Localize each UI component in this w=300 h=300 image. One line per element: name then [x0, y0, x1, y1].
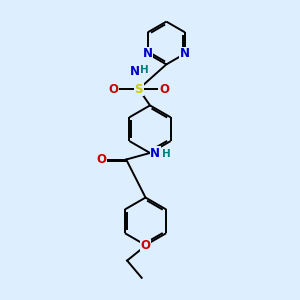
Text: N: N	[150, 147, 160, 160]
Text: O: O	[140, 239, 151, 252]
Text: O: O	[108, 82, 118, 96]
Text: H: H	[140, 65, 149, 75]
Text: S: S	[134, 82, 143, 96]
Text: O: O	[159, 82, 169, 96]
Text: N: N	[130, 65, 140, 78]
Text: N: N	[180, 47, 190, 60]
Text: H: H	[162, 148, 171, 159]
Text: N: N	[143, 47, 153, 60]
Text: O: O	[96, 153, 106, 166]
